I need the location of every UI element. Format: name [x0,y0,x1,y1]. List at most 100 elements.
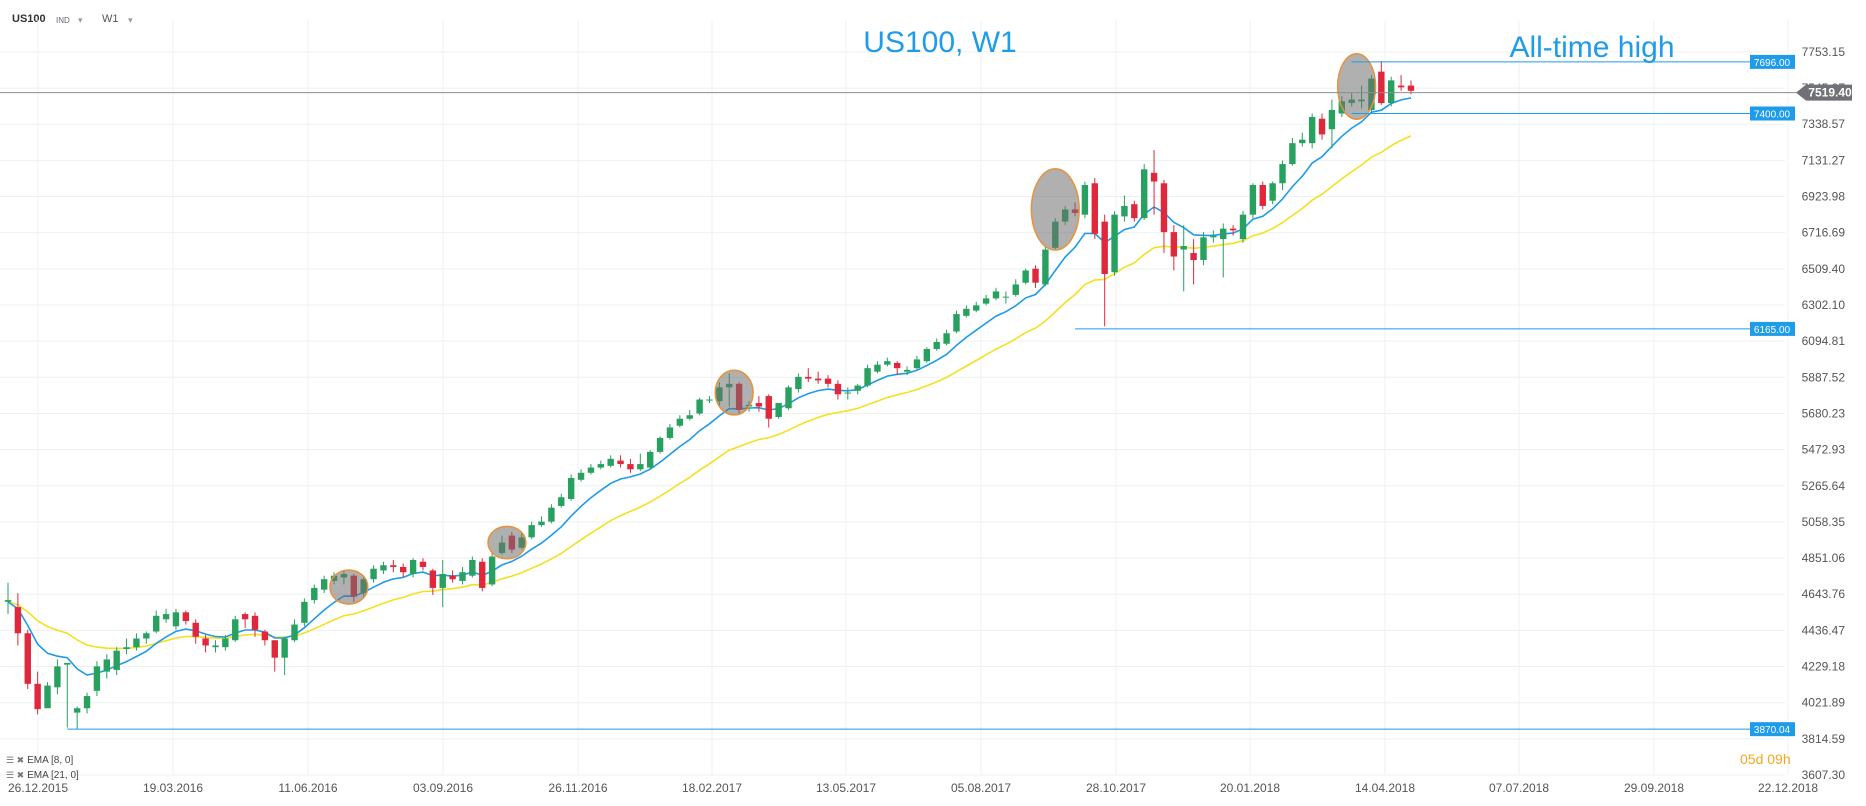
candle [755,396,763,412]
candle-body [953,314,960,332]
candle [380,561,387,574]
candle-body [251,615,259,630]
candle [637,453,644,472]
candle-body [1101,221,1108,274]
candle [1170,225,1178,271]
y-tick-label: 5680.23 [1802,406,1846,420]
y-tick-label: 4229.18 [1802,660,1846,674]
candle-body [1121,205,1128,217]
candle-body [755,403,763,407]
candle-body [281,638,288,658]
candle-body [1111,214,1118,273]
x-tick-label: 22.12.2018 [1758,781,1818,795]
chevron-down-icon[interactable]: ▾ [78,15,83,25]
candle-body [153,615,160,632]
candle [953,310,960,334]
candle [1022,268,1029,285]
candle-body [1220,228,1227,240]
timeframe-selector[interactable]: W1 [102,13,119,25]
x-tick-label: 14.04.2018 [1355,781,1415,795]
candle-body [291,624,298,641]
x-tick-label: 28.10.2017 [1086,781,1146,795]
ema-8-legend[interactable]: ☰ ✖ EMA [8, 0] [6,753,79,768]
candle-body [765,396,772,419]
level-tag [1750,54,1795,69]
candle [172,608,180,630]
candle [222,634,229,651]
candle-body [607,458,614,466]
candle [83,692,91,714]
candle [656,436,664,454]
candle-body [54,666,61,688]
highlight-ellipse [1030,168,1080,251]
y-tick-label: 7131.27 [1802,153,1846,167]
candle [162,608,170,623]
candle-body [390,565,397,567]
candle-body [409,560,417,574]
candle [933,338,940,351]
candle [617,455,624,468]
candle-body [1259,185,1266,206]
candle-body [202,638,209,646]
candle [34,671,41,715]
candle [992,287,1000,301]
candle-body [854,385,861,391]
candle [488,553,496,587]
candle [943,329,950,346]
candle [232,615,239,642]
candle [1111,211,1118,276]
candle-body [1141,169,1148,219]
candle-body [113,650,120,670]
candle [903,366,911,376]
candle-body [1042,249,1049,285]
x-tick-label: 20.01.2018 [1220,781,1280,795]
candle [1150,150,1158,215]
candle [963,305,970,318]
y-tick-label: 6509.40 [1802,262,1846,276]
settings-icon[interactable]: ☰ ✖ [6,770,25,780]
candle-body [844,392,851,394]
candle-body [1002,296,1010,298]
candle [1269,181,1276,205]
candle-body [577,472,585,480]
candle-body [538,521,545,526]
candle-body [894,362,901,369]
candle-body [1022,270,1029,283]
highlight-ellipse [714,369,754,416]
candle-body [93,666,101,691]
ema-21-legend[interactable]: ☰ ✖ EMA [21, 0] [6,768,79,783]
x-tick-label: 05.08.2017 [951,781,1011,795]
chevron-down-icon[interactable]: ▾ [128,15,133,25]
candle [400,563,407,578]
candle-body [597,464,604,468]
ema-21-line [7,135,1412,650]
ema-lines [7,97,1412,676]
candle-body [963,308,970,316]
candle-body [271,640,278,658]
candle [469,556,476,578]
candle-body [1308,116,1316,144]
candle [647,450,654,470]
candle-body [44,685,51,709]
candle [1220,223,1227,278]
y-tick-label: 3814.59 [1802,732,1846,746]
candle [1259,181,1266,210]
candle [479,558,486,592]
candle-body [469,560,476,576]
candle [686,410,693,421]
candle [834,380,842,400]
candle [874,361,881,374]
settings-icon[interactable]: ☰ ✖ [6,755,25,765]
candle [64,662,71,728]
candle-body [1200,237,1207,261]
y-tick-label: 4851.06 [1802,551,1846,565]
candle [449,570,456,583]
x-tick-label: 03.09.2016 [413,781,473,795]
candle-body [795,376,802,390]
candle [1239,211,1247,243]
y-tick-label: 5887.52 [1802,370,1846,384]
candle [1397,75,1405,91]
symbol-label[interactable]: US100 [12,13,46,25]
candle-body [320,579,328,590]
